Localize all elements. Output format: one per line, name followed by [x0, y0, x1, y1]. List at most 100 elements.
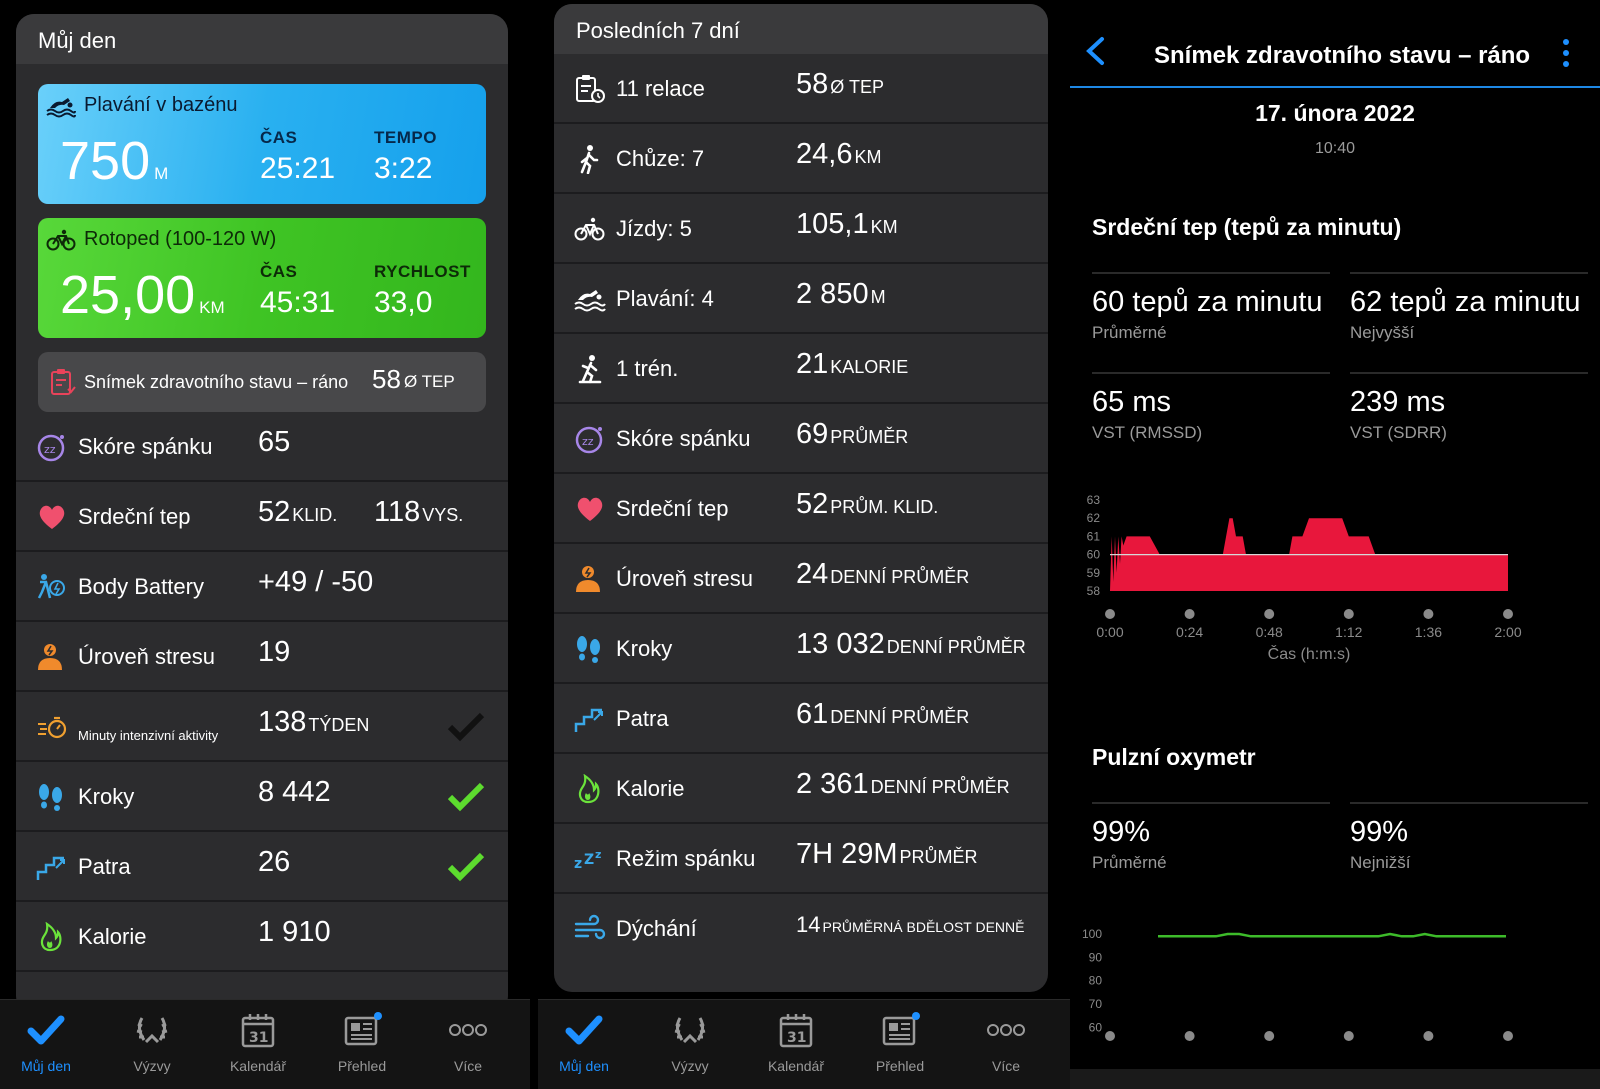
tab-more[interactable]: Více — [418, 1008, 518, 1074]
bike-icon — [574, 217, 605, 241]
snapshot-unit: Ø TEP — [404, 372, 455, 391]
tab-calendar[interactable]: 31 Kalendář — [208, 1008, 308, 1074]
x-tick-label: 0:00 — [1096, 624, 1123, 640]
row-value: 24 DENNÍ PRŮMĚR — [796, 558, 970, 590]
tab-label: Výzvy — [133, 1058, 171, 1074]
max-hr-value: 118 VYS. — [374, 496, 464, 528]
row-label: Kroky — [78, 784, 135, 809]
y-tick-label: 100 — [1082, 927, 1102, 941]
bike-title: Rotoped (100-120 W) — [84, 228, 277, 250]
spo2-average-stat: 99% Průměrné — [1092, 802, 1330, 873]
snapshot-date: 17. února 2022 — [1255, 100, 1415, 126]
my-day-panel: Můj den Plavání v bazénu 750 M ČAS 25:21 T… — [0, 0, 530, 1089]
body-battery-row[interactable]: Body Battery +49 / -50 — [16, 552, 508, 622]
heart-rate-row[interactable]: Srdeční tep 52 PRŮM. KLID. — [554, 474, 1048, 544]
more-dots-icon — [449, 1024, 487, 1036]
y-tick-label: 90 — [1089, 950, 1103, 964]
flame-icon — [578, 774, 600, 804]
clipboard-heart-icon — [51, 369, 76, 395]
walking-row[interactable]: Chůze: 7 24,6 KM — [554, 124, 1048, 194]
health-snapshot-card[interactable]: Snímek zdravotního stavu – ráno 58 Ø TEP — [38, 352, 486, 412]
row-label: Body Battery — [78, 574, 204, 599]
row-label: 11 relace — [616, 76, 705, 101]
x-tick-dot — [1105, 1031, 1115, 1041]
calendar-icon: 31 — [241, 1014, 275, 1048]
training-row[interactable]: 1 trén. 21 KALORIE — [554, 334, 1048, 404]
sessions-row[interactable]: 11 relace 58 Ø TEP — [554, 54, 1048, 124]
tab-overview[interactable]: Přehled — [850, 1008, 950, 1074]
tab-challenges[interactable]: Výzvy — [640, 1008, 740, 1074]
swimming-row[interactable]: Plavání: 4 2 850 M — [554, 264, 1048, 334]
heart-rate-chart: 63 62 61 60 59 58 0:00 0:24 0:48 1:12 1:36 2:00 Čas … — [1087, 493, 1522, 663]
stress-icon — [576, 566, 600, 592]
bike-icon — [46, 229, 76, 251]
sleep-score-icon: zz — [575, 426, 603, 454]
row-label: Úroveň stresu — [78, 644, 215, 669]
svg-text:31: 31 — [787, 1030, 806, 1046]
breathing-row[interactable]: Dýchání 14 PRŮMĚRNÁ BDĚLOST DENNĚ — [554, 894, 1048, 964]
kebab-menu-icon[interactable] — [1562, 38, 1570, 68]
tab-my-day[interactable]: Můj den — [538, 1008, 634, 1074]
y-tick-label: 61 — [1087, 529, 1101, 543]
bike-speed: RYCHLOST 33,0 — [374, 262, 471, 319]
tab-my-day[interactable]: Můj den — [0, 1008, 96, 1074]
tab-overview[interactable]: Přehled — [312, 1008, 412, 1074]
row-label: Úroveň stresu — [616, 566, 753, 591]
hrv-rmssd-stat: 65 ms VST (RMSSD) — [1092, 372, 1330, 443]
stress-row[interactable]: Úroveň stresu 24 DENNÍ PRŮMĚR — [554, 544, 1048, 614]
swim-time: ČAS 25:21 — [260, 128, 336, 185]
footer-bar — [1070, 1069, 1600, 1089]
tab-calendar[interactable]: 31 Kalendář — [746, 1008, 846, 1074]
sleep-score-row[interactable]: zz Skóre spánku 69 PRŮMĚR — [554, 404, 1048, 474]
tab-bar: Můj den Výzvy 31 Kalendář Přehled Více — [538, 999, 1070, 1089]
steps-row[interactable]: Kroky 8 442 — [16, 762, 508, 832]
y-tick-label: 58 — [1087, 584, 1101, 598]
floors-row[interactable]: Patra 26 — [16, 832, 508, 902]
stairs-icon — [36, 856, 65, 880]
svg-text:zz: zz — [44, 443, 56, 456]
newsfeed-icon — [344, 1012, 382, 1046]
swim-activity-card[interactable]: Plavání v bazénu 750 M ČAS 25:21 TEMPO 3:22 — [38, 84, 486, 204]
row-value: 2 850 M — [796, 278, 886, 310]
tab-label: Více — [453, 1058, 482, 1074]
row-value: 26 — [258, 846, 291, 878]
intensity-minutes-row[interactable]: Minuty intenzivní aktivity 138 TÝDEN — [16, 692, 508, 762]
row-value: 105,1 KM — [796, 208, 898, 240]
row-value: 21 KALORIE — [796, 348, 909, 380]
snapshot-time: 10:40 — [1314, 140, 1356, 157]
spo2-line — [1158, 932, 1506, 938]
calories-row[interactable]: Kalorie 1 910 — [16, 902, 508, 972]
tab-challenges[interactable]: Výzvy — [102, 1008, 202, 1074]
footprints-icon — [577, 636, 600, 663]
sleep-score-row[interactable]: zz Skóre spánku 65 — [16, 412, 508, 482]
last-7-days-card: Posledních 7 dní 11 relace 58 Ø TEP Chůze… — [554, 4, 1048, 992]
wind-icon — [574, 914, 606, 940]
rides-row[interactable]: Jízdy: 5 105,1 KM — [554, 194, 1048, 264]
checkmark-icon — [565, 1015, 603, 1045]
footprints-icon — [39, 784, 62, 811]
row-value: 1 910 — [258, 916, 331, 948]
checkmark-icon — [27, 1015, 65, 1045]
health-snapshot-panel: Snímek zdravotního stavu – ráno 17. únor… — [1070, 0, 1600, 1089]
swim-icon — [574, 290, 606, 312]
heart-icon — [39, 505, 65, 529]
row-label: Režim spánku — [616, 846, 756, 871]
snapshot-label: Snímek zdravotního stavu – ráno — [84, 372, 349, 392]
snapshot-value: 58 — [372, 364, 401, 394]
sleep-score-icon: zz — [37, 434, 65, 462]
heart-rate-section-title: Srdeční tep (tepů za minutu) — [1092, 214, 1402, 240]
row-label: Jízdy: 5 — [616, 216, 692, 241]
tab-more[interactable]: Více — [956, 1008, 1056, 1074]
stress-row[interactable]: Úroveň stresu 19 — [16, 622, 508, 692]
svg-text:z: z — [595, 848, 601, 861]
heart-rate-row[interactable]: Srdeční tep 52 KLID. 118 VYS. — [16, 482, 508, 552]
floors-row[interactable]: Patra 61 DENNÍ PRŮMĚR — [554, 684, 1048, 754]
my-day-card: Můj den Plavání v bazénu 750 M ČAS 25:21 T… — [16, 14, 508, 1014]
newsfeed-icon — [882, 1012, 920, 1046]
back-chevron-icon[interactable] — [1084, 36, 1106, 66]
steps-row[interactable]: Kroky 13 032 DENNÍ PRŮMĚR — [554, 614, 1048, 684]
bike-activity-card[interactable]: Rotoped (100-120 W) 25,00 KM ČAS 45:31 RYC… — [38, 218, 486, 338]
calories-row[interactable]: Kalorie 2 361 DENNÍ PRŮMĚR — [554, 754, 1048, 824]
